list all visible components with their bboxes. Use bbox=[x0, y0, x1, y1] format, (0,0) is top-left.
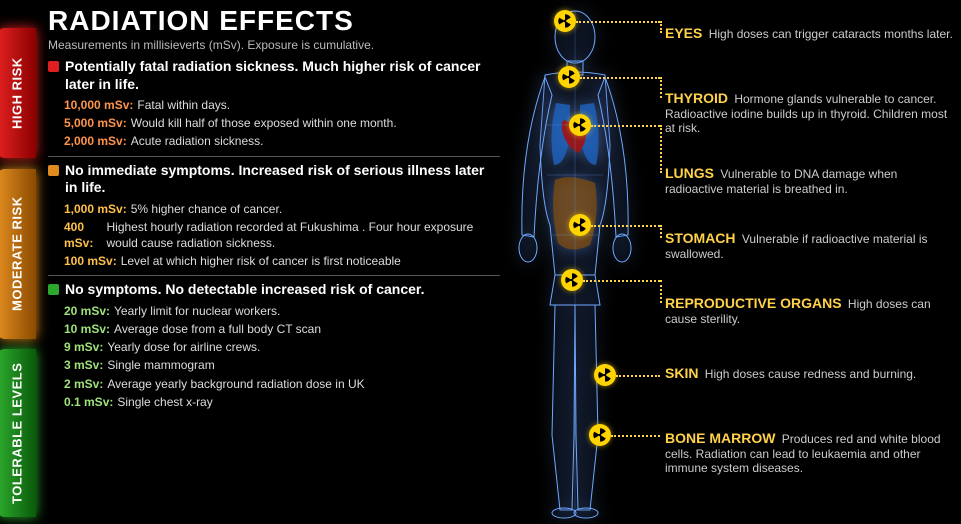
organ-label: BONE MARROW Produces red and white blood… bbox=[665, 430, 955, 476]
dose-msv: 10 mSv: bbox=[64, 321, 110, 337]
dose-desc: Average dose from a full body CT scan bbox=[114, 321, 321, 337]
leader-line bbox=[580, 77, 660, 79]
radiation-icon bbox=[554, 10, 576, 32]
organ-name: LUNGS bbox=[665, 165, 714, 181]
leader-line bbox=[591, 225, 660, 227]
risk-bar: HIGH RISK MODERATE RISK TOLERABLE LEVELS bbox=[0, 0, 40, 524]
organ-name: SKIN bbox=[665, 365, 698, 381]
dose-msv: 2 mSv: bbox=[64, 376, 103, 392]
dose-msv: 1,000 mSv: bbox=[64, 201, 127, 217]
leader-line bbox=[616, 375, 660, 377]
section-high-rows: 10,000 mSv:Fatal within days. 5,000 mSv:W… bbox=[48, 97, 500, 150]
dose-row: 100 mSv:Level at which higher risk of ca… bbox=[48, 253, 500, 269]
leader-line bbox=[660, 225, 662, 238]
dose-msv: 0.1 mSv: bbox=[64, 394, 113, 410]
section-high-heading: Potentially fatal radiation sickness. Mu… bbox=[65, 58, 500, 93]
leader-line bbox=[611, 435, 660, 437]
section-tolerable-rows: 20 mSv:Yearly limit for nuclear workers.… bbox=[48, 303, 500, 410]
organ-name: THYROID bbox=[665, 90, 728, 106]
section-tolerable-heading: No symptoms. No detectable increased ris… bbox=[65, 281, 424, 299]
dose-desc: Single mammogram bbox=[107, 357, 214, 373]
leader-line bbox=[660, 21, 662, 33]
radiation-icon bbox=[569, 214, 591, 236]
section-moderate-head: No immediate symptoms. Increased risk of… bbox=[48, 162, 500, 197]
organ-name: EYES bbox=[665, 25, 702, 41]
radiation-icon bbox=[569, 114, 591, 136]
organ-label: EYES High doses can trigger cataracts mo… bbox=[665, 25, 955, 42]
dose-row: 10,000 mSv:Fatal within days. bbox=[48, 97, 500, 113]
risk-high: HIGH RISK bbox=[0, 28, 36, 158]
dose-msv: 3 mSv: bbox=[64, 357, 103, 373]
radiation-icon bbox=[589, 424, 611, 446]
risk-tol-label: TOLERABLE LEVELS bbox=[10, 362, 25, 503]
organ-text: High doses can trigger cataracts months … bbox=[705, 27, 952, 41]
dose-row: 9 mSv:Yearly dose for airline crews. bbox=[48, 339, 500, 355]
organ-label: STOMACH Vulnerable if radioactive materi… bbox=[665, 230, 955, 261]
chip-moderate bbox=[48, 165, 59, 176]
section-tolerable-head: No symptoms. No detectable increased ris… bbox=[48, 281, 500, 299]
dose-msv: 5,000 mSv: bbox=[64, 115, 127, 131]
dose-desc: Yearly dose for airline crews. bbox=[107, 339, 260, 355]
organ-label: LUNGS Vulnerable to DNA damage when radi… bbox=[665, 165, 955, 196]
separator-1 bbox=[48, 156, 500, 157]
leader-line bbox=[660, 280, 662, 303]
risk-high-label: HIGH RISK bbox=[10, 57, 25, 129]
dose-desc: Level at which higher risk of cancer is … bbox=[121, 253, 401, 269]
chip-tolerable bbox=[48, 284, 59, 295]
radiation-icon bbox=[594, 364, 616, 386]
organ-labels: EYES High doses can trigger cataracts mo… bbox=[655, 0, 955, 524]
dose-row: 5,000 mSv:Would kill half of those expos… bbox=[48, 115, 500, 131]
dose-desc: Yearly limit for nuclear workers. bbox=[114, 303, 280, 319]
leader-line bbox=[660, 125, 662, 173]
dose-desc: 5% higher chance of cancer. bbox=[131, 201, 282, 217]
dose-row: 1,000 mSv:5% higher chance of cancer. bbox=[48, 201, 500, 217]
dose-msv: 9 mSv: bbox=[64, 339, 103, 355]
leader-line bbox=[583, 280, 660, 282]
organ-name: STOMACH bbox=[665, 230, 736, 246]
dose-desc: Average yearly background radiation dose… bbox=[107, 376, 364, 392]
dose-desc: Acute radiation sickness. bbox=[131, 133, 264, 149]
leader-line bbox=[591, 125, 660, 127]
organ-text: High doses cause redness and burning. bbox=[701, 367, 916, 381]
dose-row: 2,000 mSv:Acute radiation sickness. bbox=[48, 133, 500, 149]
radiation-icon bbox=[558, 66, 580, 88]
dose-row: 3 mSv:Single mammogram bbox=[48, 357, 500, 373]
page-subtitle: Measurements in millisieverts (mSv). Exp… bbox=[48, 38, 500, 52]
separator-2 bbox=[48, 275, 500, 276]
radiation-icon bbox=[561, 269, 583, 291]
organ-label: THYROID Hormone glands vulnerable to can… bbox=[665, 90, 955, 136]
dose-row: 0.1 mSv:Single chest x-ray bbox=[48, 394, 500, 410]
risk-tolerable: TOLERABLE LEVELS bbox=[0, 349, 36, 517]
organ-label: SKIN High doses cause redness and burnin… bbox=[665, 365, 955, 382]
dose-msv: 400 mSv: bbox=[64, 219, 102, 251]
dose-row: 2 mSv:Average yearly background radiatio… bbox=[48, 376, 500, 392]
risk-moderate: MODERATE RISK bbox=[0, 169, 36, 339]
section-moderate-rows: 1,000 mSv:5% higher chance of cancer. 400… bbox=[48, 201, 500, 270]
organ-name: BONE MARROW bbox=[665, 430, 775, 446]
dose-row: 400 mSv:Highest hourly radiation recorde… bbox=[48, 219, 500, 251]
chip-high bbox=[48, 61, 59, 72]
dose-msv: 2,000 mSv: bbox=[64, 133, 127, 149]
dose-msv: 100 mSv: bbox=[64, 253, 117, 269]
organ-name: REPRODUCTIVE ORGANS bbox=[665, 295, 842, 311]
leader-line bbox=[660, 77, 662, 98]
risk-mod-label: MODERATE RISK bbox=[10, 197, 25, 312]
dose-msv: 10,000 mSv: bbox=[64, 97, 133, 113]
dose-row: 20 mSv:Yearly limit for nuclear workers. bbox=[48, 303, 500, 319]
organ-label: REPRODUCTIVE ORGANS High doses can cause… bbox=[665, 295, 955, 326]
dose-row: 10 mSv:Average dose from a full body CT … bbox=[48, 321, 500, 337]
page-title: RADIATION EFFECTS bbox=[48, 5, 500, 37]
dose-desc: Would kill half of those exposed within … bbox=[131, 115, 397, 131]
dose-desc: Single chest x-ray bbox=[117, 394, 212, 410]
leader-line bbox=[576, 21, 660, 23]
section-moderate-heading: No immediate symptoms. Increased risk of… bbox=[65, 162, 500, 197]
dose-desc: Fatal within days. bbox=[137, 97, 230, 113]
dose-desc: Highest hourly radiation recorded at Fuk… bbox=[106, 219, 500, 251]
section-high-head: Potentially fatal radiation sickness. Mu… bbox=[48, 58, 500, 93]
dose-msv: 20 mSv: bbox=[64, 303, 110, 319]
content-column: RADIATION EFFECTS Measurements in millis… bbox=[48, 5, 500, 519]
